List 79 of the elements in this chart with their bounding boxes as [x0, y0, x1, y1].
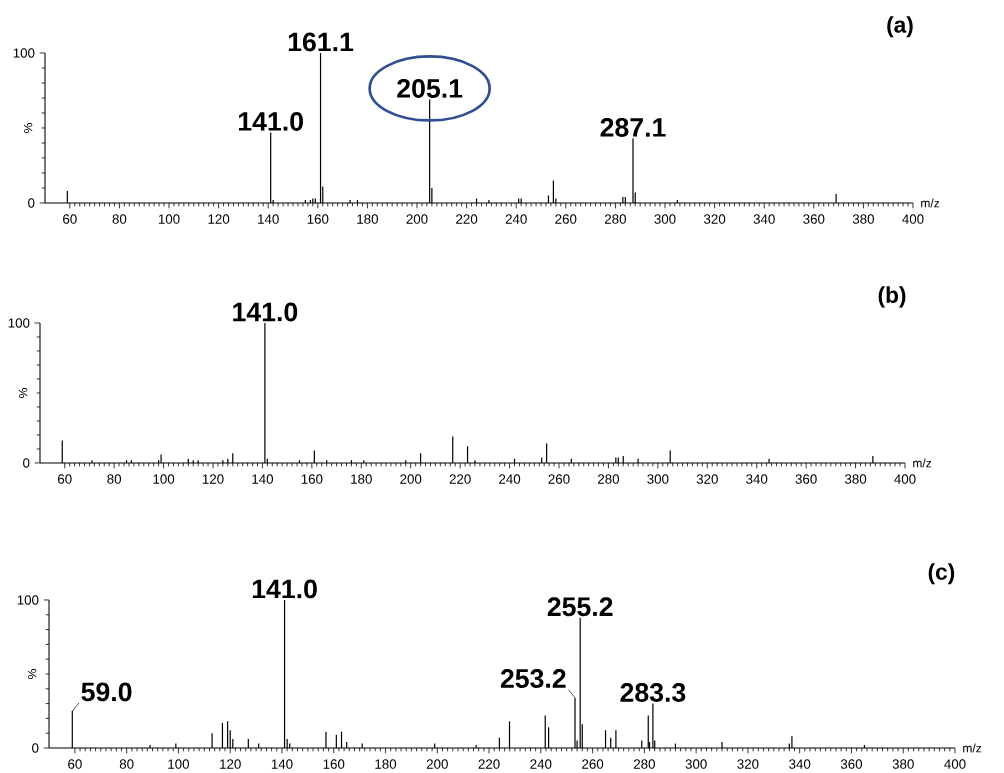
x-tick-label: 380: [852, 214, 874, 224]
x-tick-label: 60: [57, 474, 72, 484]
x-tick-label: 280: [597, 474, 620, 484]
x-tick-label: 160: [301, 474, 323, 484]
x-axis-title: m/z: [921, 198, 940, 208]
x-tick-label: 140: [258, 214, 279, 224]
x-tick-label: 360: [795, 474, 817, 484]
x-axis-title: m/z: [963, 743, 982, 753]
x-tick-label: 340: [753, 214, 775, 224]
x-axis-title: m/z: [913, 458, 932, 468]
x-tick-label: 360: [803, 214, 825, 224]
annotation: 59.0: [81, 682, 132, 702]
y-tick-label: 100: [13, 48, 35, 58]
y-tick-label: 100: [8, 318, 30, 328]
annotation: 255.2: [547, 597, 613, 617]
x-tick-label: 340: [789, 759, 811, 769]
x-tick-label: 320: [696, 474, 718, 484]
annotation: 141.0: [252, 579, 317, 599]
x-tick-label: 220: [478, 759, 500, 769]
x-tick-label: 100: [168, 759, 190, 769]
x-tick-label: 400: [894, 474, 916, 484]
annotation: 287.1: [600, 118, 666, 137]
x-tick-label: 400: [902, 214, 924, 224]
x-tick-label: 280: [633, 759, 655, 769]
x-tick-label: 340: [746, 474, 768, 484]
x-tick-label: 60: [68, 759, 82, 769]
x-tick-label: 180: [375, 759, 397, 769]
x-tick-label: 300: [654, 214, 676, 224]
annotation: 141.0: [238, 112, 303, 131]
x-tick-label: 200: [406, 214, 428, 224]
x-tick-label: 200: [426, 759, 448, 769]
x-tick-label: 80: [119, 759, 134, 769]
x-tick-label: 80: [107, 474, 122, 484]
chart-title: (a): [887, 16, 913, 38]
chart-title: (c): [928, 563, 955, 585]
x-tick-label: 260: [555, 214, 577, 224]
x-tick-label: 120: [220, 759, 241, 769]
y-axis-title: %: [18, 388, 28, 398]
y-tick-label: 100: [17, 595, 39, 605]
x-tick-label: 180: [357, 214, 379, 224]
y-tick-label: 0: [23, 458, 30, 468]
annotation: 141.0: [233, 302, 298, 322]
annotation: 283.3: [620, 683, 686, 702]
annotation: 161.1: [288, 32, 354, 52]
x-tick-label: 60: [63, 214, 77, 224]
x-tick-label: 380: [844, 474, 867, 484]
x-tick-label: 100: [153, 474, 175, 484]
x-tick-label: 80: [112, 214, 127, 224]
x-tick-label: 300: [647, 474, 669, 484]
annotation: 253.2: [500, 669, 566, 688]
x-tick-label: 240: [505, 214, 527, 224]
x-tick-label: 280: [604, 214, 626, 224]
x-tick-label: 320: [703, 214, 726, 224]
x-tick-label: 120: [202, 474, 224, 484]
x-tick-label: 140: [252, 474, 274, 484]
annotation: 205.1: [397, 79, 463, 98]
y-axis-title: %: [27, 669, 37, 679]
x-tick-label: 220: [449, 474, 471, 484]
x-tick-label: 380: [892, 759, 914, 769]
x-tick-label: 160: [323, 759, 345, 769]
x-tick-label: 360: [840, 759, 863, 769]
x-tick-label: 260: [548, 474, 570, 484]
y-tick-label: 0: [28, 198, 35, 208]
x-tick-label: 260: [582, 759, 604, 769]
x-tick-label: 160: [307, 214, 329, 224]
x-tick-label: 400: [944, 759, 966, 769]
x-tick-label: 220: [456, 214, 478, 224]
x-tick-label: 180: [351, 474, 372, 484]
x-tick-label: 240: [530, 759, 552, 769]
x-tick-label: 300: [685, 759, 707, 769]
chart-title: (b): [878, 286, 906, 308]
y-tick-label: 0: [32, 743, 39, 753]
x-tick-label: 140: [271, 759, 293, 769]
x-tick-label: 100: [158, 214, 180, 224]
x-tick-label: 320: [737, 759, 759, 769]
x-tick-label: 120: [208, 214, 230, 224]
y-axis-title: %: [23, 123, 33, 133]
x-tick-label: 240: [499, 474, 521, 484]
x-tick-label: 200: [400, 474, 422, 484]
